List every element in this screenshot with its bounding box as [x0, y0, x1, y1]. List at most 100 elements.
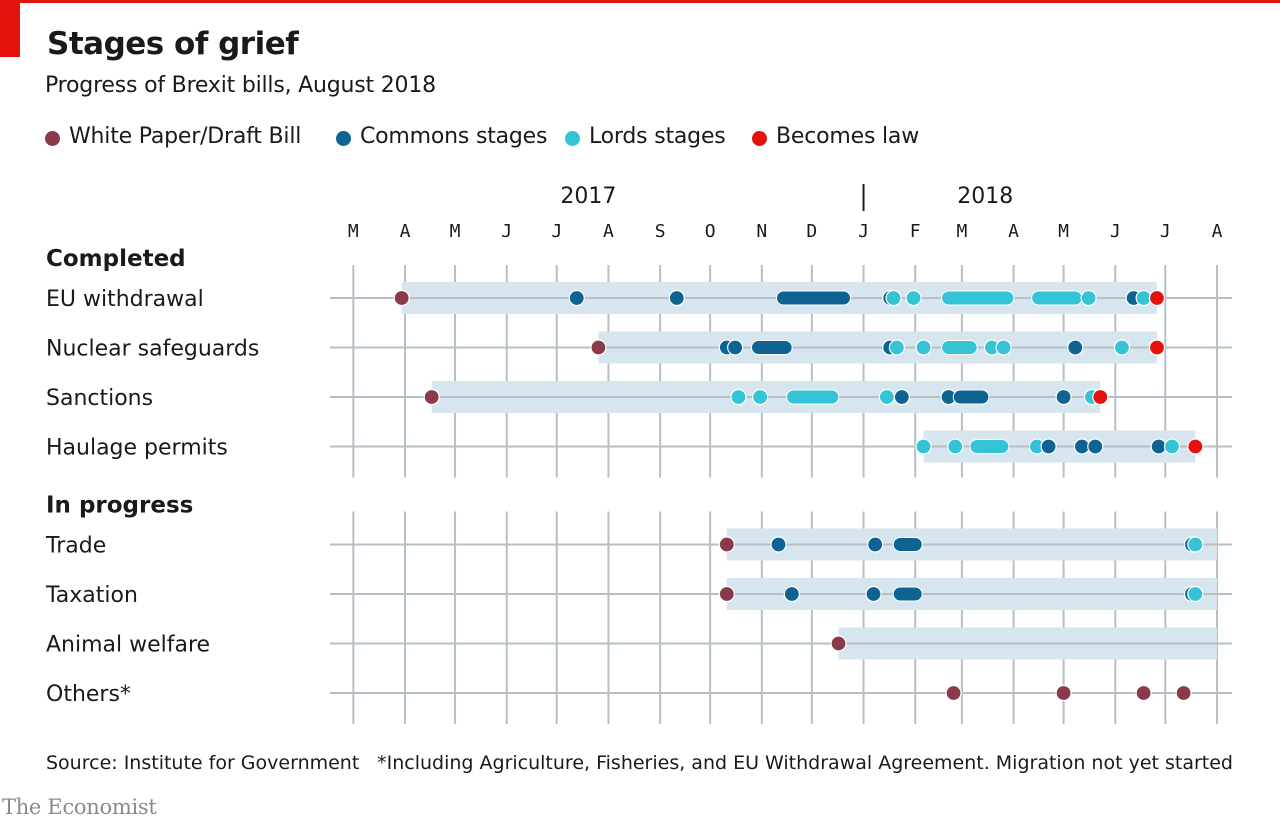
lords-stage-point — [878, 388, 895, 406]
legend-swatch — [45, 131, 60, 146]
commons-stage-point — [867, 536, 884, 553]
row-label: Others* — [46, 682, 131, 707]
commons-stage-point — [1055, 388, 1072, 406]
month-label: J — [1110, 221, 1121, 242]
month-label: A — [400, 221, 411, 242]
commons-stage-point — [783, 585, 800, 603]
commons-stage-bar — [892, 537, 923, 552]
chart-row: EU withdrawal — [46, 282, 1232, 314]
draft-stage-point — [1135, 684, 1152, 702]
lords-stage-point — [1163, 438, 1181, 455]
month-label: F — [910, 221, 921, 242]
lords-stage-bar — [969, 439, 1010, 454]
lords-stage-point — [752, 388, 769, 406]
commons-stage-point — [1040, 438, 1057, 455]
law-stage-point — [1148, 289, 1166, 307]
group-heading: In progress — [46, 493, 193, 519]
draft-stage-point — [945, 684, 962, 702]
economist-logo: The Economist — [2, 795, 157, 819]
month-label: A — [603, 221, 614, 242]
month-label: S — [655, 221, 666, 242]
lords-stage-point — [1187, 585, 1204, 603]
lords-stage-bar — [941, 290, 1015, 306]
commons-stage-bar — [750, 340, 793, 355]
source-note: Source: Institute for Government — [46, 752, 360, 774]
month-label: D — [806, 221, 817, 242]
month-label: M — [450, 221, 461, 242]
draft-stage-point — [1175, 684, 1192, 702]
row-label: EU withdrawal — [46, 287, 204, 312]
commons-stage-point — [893, 388, 910, 406]
lords-stage-point — [915, 438, 932, 455]
legend-swatch — [752, 131, 767, 146]
legend-swatch — [336, 131, 351, 146]
month-label: M — [1058, 221, 1069, 242]
law-stage-point — [1187, 438, 1204, 455]
chart-row: Trade — [45, 528, 1232, 561]
law-stage-point — [1148, 339, 1166, 356]
draft-stage-point — [830, 635, 847, 652]
draft-stage-point — [718, 536, 735, 553]
red-corner-tab — [0, 0, 20, 57]
month-label: A — [1008, 221, 1019, 242]
commons-stage-point — [727, 339, 744, 356]
chart-row: Sanctions — [46, 381, 1232, 413]
legend-label: Commons stages — [360, 124, 548, 149]
lords-stage-point — [730, 388, 747, 406]
draft-stage-point — [1055, 684, 1072, 702]
year-label: 2018 — [957, 184, 1013, 209]
legend-swatch — [565, 131, 580, 146]
row-label: Nuclear safeguards — [46, 337, 259, 362]
legend-label: White Paper/Draft Bill — [69, 124, 302, 149]
month-label: M — [956, 221, 967, 242]
month-label: N — [756, 221, 767, 242]
commons-stage-bar — [952, 389, 990, 405]
draft-stage-point — [423, 388, 440, 406]
row-label: Sanctions — [46, 386, 153, 411]
chart-row: Animal welfare — [46, 627, 1232, 660]
draft-stage-point — [718, 585, 735, 603]
month-label: J — [551, 221, 562, 242]
legend-label: Becomes law — [776, 124, 919, 149]
month-label: O — [705, 221, 716, 242]
commons-stage-point — [770, 536, 787, 553]
lords-stage-bar — [786, 389, 840, 405]
lords-stage-point — [885, 289, 902, 307]
draft-stage-point — [590, 339, 607, 356]
draft-stage-point — [393, 289, 410, 307]
commons-stage-bar — [892, 586, 923, 602]
month-label: A — [1212, 221, 1223, 242]
year-label: 2017 — [560, 184, 616, 209]
lords-stage-point — [888, 339, 905, 356]
lords-stage-point — [905, 289, 922, 307]
footnote: *Including Agriculture, Fisheries, and E… — [377, 752, 1233, 774]
commons-stage-point — [1067, 339, 1084, 356]
commons-stage-point — [668, 289, 685, 307]
law-stage-point — [1092, 388, 1109, 406]
row-label: Trade — [45, 534, 106, 559]
row-label: Animal welfare — [46, 633, 210, 658]
lords-stage-point — [1113, 339, 1131, 356]
lords-stage-bar — [1031, 290, 1083, 306]
lords-stage-point — [995, 339, 1012, 356]
top-accent-rule — [0, 0, 1280, 3]
lords-stage-point — [947, 438, 964, 455]
chart-row: Others* — [46, 682, 1232, 707]
lords-stage-bar — [941, 340, 978, 355]
chart-subtitle: Progress of Brexit bills, August 2018 — [45, 73, 436, 98]
chart-row: Nuclear safeguards — [46, 331, 1232, 364]
month-label: J — [858, 221, 869, 242]
month-label: M — [348, 221, 359, 242]
chart-row: Taxation — [45, 578, 1232, 610]
lords-stage-point — [915, 339, 932, 356]
commons-stage-point — [568, 289, 585, 307]
commons-stage-bar — [776, 290, 852, 306]
commons-stage-point — [865, 585, 882, 603]
row-label: Taxation — [45, 583, 138, 608]
group-heading: Completed — [46, 246, 186, 272]
month-label: J — [501, 221, 512, 242]
month-label: J — [1160, 221, 1171, 242]
lords-stage-point — [1080, 289, 1097, 307]
commons-stage-point — [1087, 438, 1104, 455]
chart-title: Stages of grief — [47, 26, 299, 62]
